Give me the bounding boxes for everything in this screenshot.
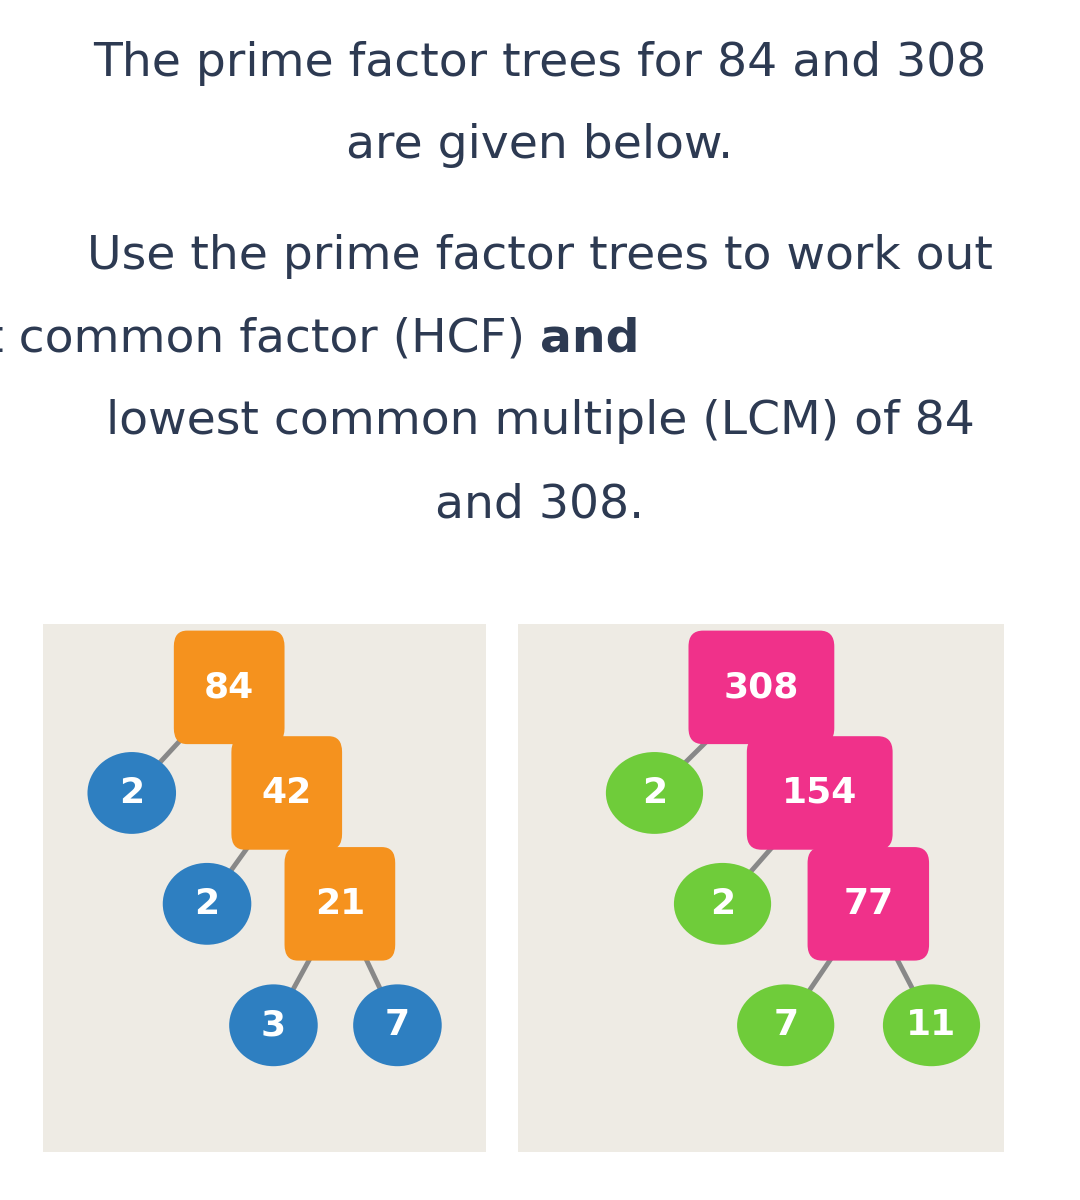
Text: lowest common multiple (LCM) of 84: lowest common multiple (LCM) of 84 — [106, 400, 974, 444]
Text: 11: 11 — [906, 1008, 957, 1043]
FancyBboxPatch shape — [514, 619, 1009, 1157]
FancyBboxPatch shape — [284, 847, 395, 960]
Ellipse shape — [229, 984, 318, 1066]
FancyBboxPatch shape — [231, 736, 342, 850]
Text: 308: 308 — [724, 671, 799, 704]
Text: and 308.: and 308. — [435, 482, 645, 527]
FancyBboxPatch shape — [808, 847, 929, 960]
Text: 2: 2 — [642, 776, 667, 810]
Ellipse shape — [606, 752, 703, 834]
Text: 7: 7 — [773, 1008, 798, 1043]
Text: Use the prime factor trees to work out: Use the prime factor trees to work out — [87, 234, 993, 278]
Text: 84: 84 — [204, 671, 254, 704]
Text: 2: 2 — [119, 776, 145, 810]
FancyBboxPatch shape — [39, 619, 490, 1157]
Text: 154: 154 — [782, 776, 858, 810]
Text: 77: 77 — [843, 887, 893, 920]
Ellipse shape — [674, 863, 771, 944]
Ellipse shape — [87, 752, 176, 834]
Ellipse shape — [737, 984, 835, 1066]
Text: 42: 42 — [261, 776, 312, 810]
FancyBboxPatch shape — [174, 631, 284, 744]
Ellipse shape — [883, 984, 981, 1066]
FancyBboxPatch shape — [747, 736, 892, 850]
FancyBboxPatch shape — [689, 631, 834, 744]
Ellipse shape — [353, 984, 442, 1066]
Text: 2: 2 — [194, 887, 219, 920]
Text: and: and — [540, 317, 639, 361]
Text: 7: 7 — [384, 1008, 410, 1043]
Text: the highest common factor (HCF): the highest common factor (HCF) — [0, 317, 540, 361]
Text: 2: 2 — [710, 887, 735, 920]
Ellipse shape — [163, 863, 252, 944]
Text: 3: 3 — [261, 1008, 286, 1043]
Text: 21: 21 — [314, 887, 365, 920]
Text: are given below.: are given below. — [347, 124, 733, 168]
Text: The prime factor trees for 84 and 308: The prime factor trees for 84 and 308 — [93, 41, 987, 85]
